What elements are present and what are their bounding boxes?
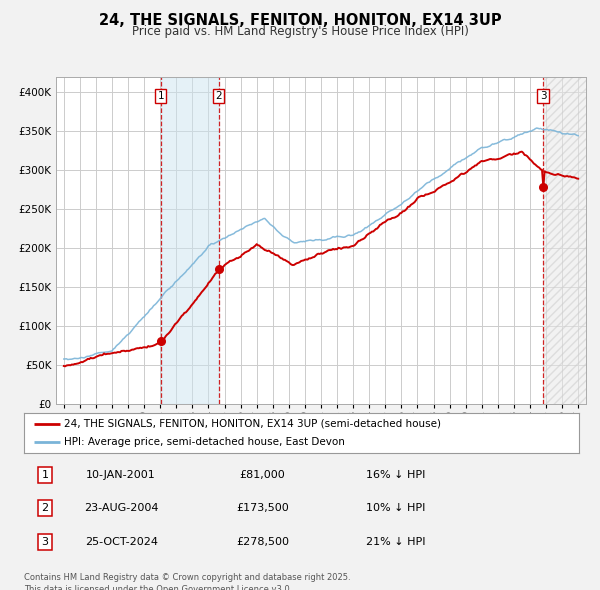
Text: 2: 2	[215, 91, 222, 101]
Text: 16% ↓ HPI: 16% ↓ HPI	[366, 470, 425, 480]
Text: HPI: Average price, semi-detached house, East Devon: HPI: Average price, semi-detached house,…	[64, 437, 345, 447]
Text: Price paid vs. HM Land Registry's House Price Index (HPI): Price paid vs. HM Land Registry's House …	[131, 25, 469, 38]
Text: 23-AUG-2004: 23-AUG-2004	[84, 503, 158, 513]
Text: 21% ↓ HPI: 21% ↓ HPI	[366, 537, 425, 547]
Text: 10% ↓ HPI: 10% ↓ HPI	[366, 503, 425, 513]
Text: 1: 1	[157, 91, 164, 101]
Bar	[161, 77, 219, 404]
Text: 25-OCT-2024: 25-OCT-2024	[85, 537, 158, 547]
Text: 3: 3	[540, 91, 547, 101]
Text: £173,500: £173,500	[236, 503, 289, 513]
Text: 10-JAN-2001: 10-JAN-2001	[86, 470, 156, 480]
Text: 3: 3	[41, 537, 49, 547]
Text: 24, THE SIGNALS, FENITON, HONITON, EX14 3UP (semi-detached house): 24, THE SIGNALS, FENITON, HONITON, EX14 …	[64, 419, 441, 429]
Text: 24, THE SIGNALS, FENITON, HONITON, EX14 3UP: 24, THE SIGNALS, FENITON, HONITON, EX14 …	[98, 12, 502, 28]
Text: 1: 1	[41, 470, 49, 480]
Text: 2: 2	[41, 503, 49, 513]
Text: £278,500: £278,500	[236, 537, 289, 547]
Bar	[543, 77, 586, 404]
Text: Contains HM Land Registry data © Crown copyright and database right 2025.
This d: Contains HM Land Registry data © Crown c…	[24, 573, 350, 590]
Text: £81,000: £81,000	[240, 470, 286, 480]
